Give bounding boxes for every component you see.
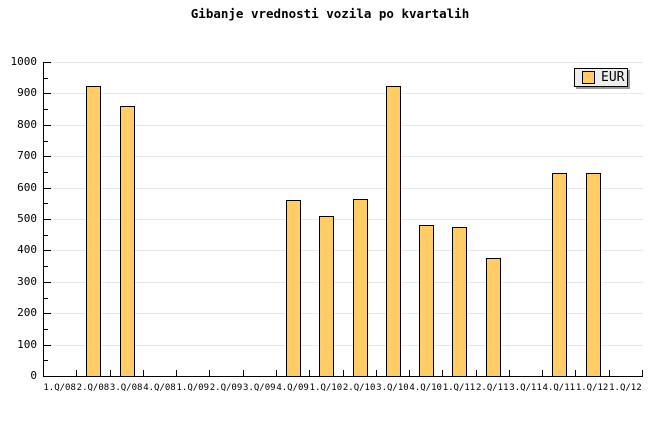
x-axis-tick-label: 3.Q/08 xyxy=(109,383,143,393)
gridline xyxy=(44,156,643,157)
y-major-tick xyxy=(44,345,51,346)
y-major-tick xyxy=(44,188,51,189)
y-axis-tick-label: 800 xyxy=(17,118,37,131)
y-axis-labels: 0 100 200 300 400 500 600 700 800 900 1000 xyxy=(0,56,38,382)
x-tick xyxy=(642,370,643,376)
y-minor-tick xyxy=(44,109,48,110)
x-axis-tick-label: 3.Q/10 xyxy=(376,383,409,393)
legend: EUR xyxy=(574,68,628,87)
y-major-tick xyxy=(44,93,51,94)
x-tick xyxy=(76,370,77,376)
y-minor-tick xyxy=(44,172,48,173)
y-major-tick xyxy=(44,125,51,126)
y-major-tick xyxy=(44,282,51,283)
x-axis-tick-label: 3.Q/11 xyxy=(509,383,542,393)
gridline xyxy=(44,62,643,63)
y-minor-tick xyxy=(44,203,48,204)
bar xyxy=(486,258,501,376)
x-axis-tick-label: 1.Q/11 xyxy=(442,383,476,393)
y-minor-tick xyxy=(44,360,48,361)
bar xyxy=(552,173,567,376)
legend-swatch-icon xyxy=(582,71,595,84)
y-minor-tick xyxy=(44,141,48,142)
y-major-tick xyxy=(44,250,51,251)
gridline xyxy=(44,219,643,220)
x-axis-tick-label: 1.Q/12 xyxy=(609,383,642,393)
y-axis-tick-label: 700 xyxy=(17,149,37,162)
x-tick xyxy=(409,370,410,376)
bar xyxy=(353,199,368,376)
gridline xyxy=(44,282,643,283)
plot-area xyxy=(43,62,643,377)
bar xyxy=(452,227,467,376)
x-tick xyxy=(442,370,443,376)
y-axis-tick-label: 1000 xyxy=(10,55,38,68)
x-tick xyxy=(509,370,510,376)
x-axis-tick-label: 4.Q/09 xyxy=(276,383,309,393)
x-tick xyxy=(276,370,277,376)
y-minor-tick xyxy=(44,266,48,267)
x-axis-tick-label: 2.Q/10 xyxy=(342,383,376,393)
bar xyxy=(386,86,401,376)
x-tick xyxy=(309,370,310,376)
gridline xyxy=(44,188,643,189)
x-axis-tick-label: 2.Q/09 xyxy=(209,383,243,393)
y-major-tick xyxy=(44,156,51,157)
gridline xyxy=(44,345,643,346)
gridline xyxy=(44,250,643,251)
x-tick xyxy=(542,370,543,376)
gridline xyxy=(44,93,643,94)
y-axis-tick-label: 600 xyxy=(17,181,37,194)
y-major-tick xyxy=(44,219,51,220)
bar xyxy=(319,216,334,376)
x-axis-tick-label: 2.Q/08 xyxy=(76,383,110,393)
x-axis-labels: 1.Q/08 2.Q/08 3.Q/08 4.Q/08 1.Q/09 2.Q/09 3.Q/… xyxy=(43,382,642,396)
gridline xyxy=(44,125,643,126)
x-axis-tick-label: 1.Q/12 xyxy=(575,383,609,393)
chart-title: Gibanje vrednosti vozila po kvartalih xyxy=(190,6,470,21)
x-tick xyxy=(609,370,610,376)
y-minor-tick xyxy=(44,298,48,299)
x-axis-tick-label: 1.Q/08 xyxy=(43,383,76,393)
y-axis-tick-label: 300 xyxy=(17,275,37,288)
y-major-tick xyxy=(44,313,51,314)
y-axis-tick-label: 500 xyxy=(17,212,37,225)
x-axis-tick-label: 4.Q/10 xyxy=(409,383,442,393)
y-axis-tick-label: 100 xyxy=(17,338,37,351)
x-tick xyxy=(243,370,244,376)
y-axis-tick-label: 200 xyxy=(17,306,37,319)
bar xyxy=(120,106,135,376)
x-axis-tick-label: 1.Q/09 xyxy=(176,383,210,393)
y-major-tick xyxy=(44,62,51,63)
x-tick xyxy=(176,370,177,376)
y-minor-tick xyxy=(44,329,48,330)
y-axis-tick-label: 400 xyxy=(17,243,37,256)
y-minor-tick xyxy=(44,235,48,236)
x-tick xyxy=(476,370,477,376)
x-tick xyxy=(343,370,344,376)
x-tick xyxy=(376,370,377,376)
legend-label: EUR xyxy=(601,70,625,85)
y-axis-tick-label: 0 xyxy=(30,369,37,382)
bar xyxy=(86,86,101,376)
x-tick xyxy=(575,370,576,376)
bar xyxy=(419,225,434,376)
x-tick xyxy=(110,370,111,376)
y-minor-tick xyxy=(44,78,48,79)
gridline xyxy=(44,313,643,314)
y-axis-tick-label: 900 xyxy=(17,86,37,99)
x-axis-tick-label: 4.Q/11 xyxy=(542,383,576,393)
x-tick xyxy=(209,370,210,376)
x-axis-tick-label: 4.Q/08 xyxy=(143,383,176,393)
bar xyxy=(286,200,301,376)
x-axis-tick-label: 3.Q/09 xyxy=(243,383,276,393)
x-axis-tick-label: 1.Q/10 xyxy=(309,383,343,393)
x-tick xyxy=(143,370,144,376)
bar xyxy=(586,173,601,376)
x-axis-tick-label: 2.Q/11 xyxy=(475,383,509,393)
